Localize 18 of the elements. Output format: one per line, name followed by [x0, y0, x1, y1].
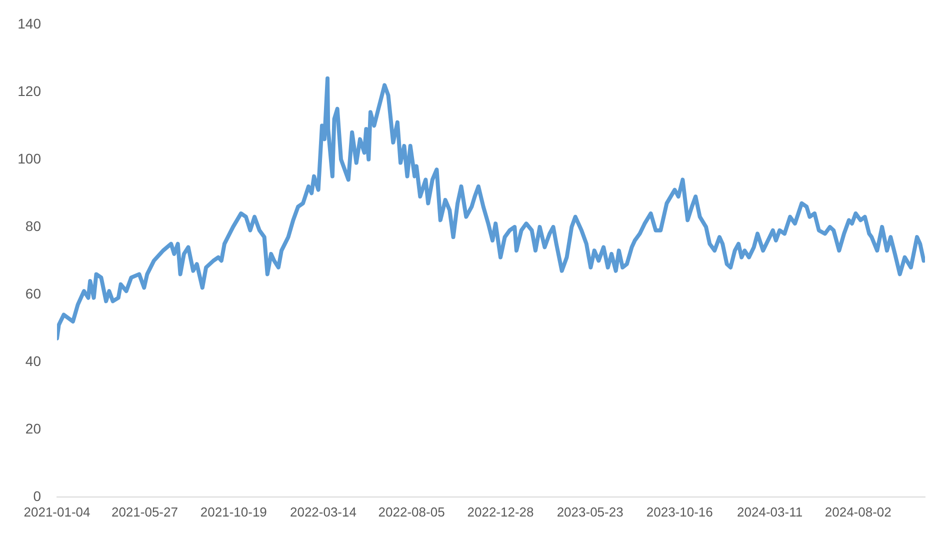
x-tick-label: 2024-03-11 [737, 504, 803, 520]
x-tick-label: 2022-03-14 [290, 504, 356, 520]
y-tick-label: 120 [18, 82, 42, 99]
y-tick-label: 80 [25, 218, 42, 234]
x-tick-label: 2021-05-27 [111, 504, 178, 520]
x-tick-label: 2023-10-16 [646, 504, 713, 520]
x-tick-label: 2021-01-04 [24, 504, 90, 520]
x-tick-label: 2021-10-19 [200, 504, 267, 520]
y-tick-label: 100 [18, 150, 42, 166]
y-tick-label: 40 [25, 352, 42, 369]
y-tick-label: 60 [25, 285, 42, 302]
y-tick-label: 20 [25, 420, 42, 436]
x-tick-label: 2022-08-05 [378, 504, 445, 520]
y-tick-label: 0 [33, 488, 42, 504]
x-tick-label: 2023-05-23 [556, 504, 624, 520]
y-tick-label: 140 [18, 15, 42, 32]
x-tick-label: 2022-12-28 [467, 504, 534, 520]
x-tick-label: 2024-08-02 [824, 504, 892, 520]
